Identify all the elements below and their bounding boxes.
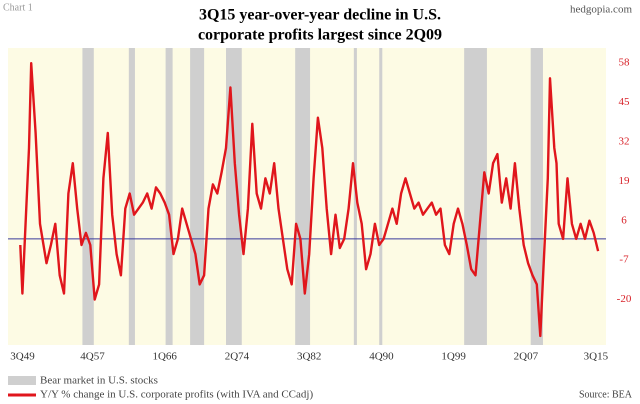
bear-band xyxy=(165,48,173,345)
x-tick-label: 3Q82 xyxy=(297,351,321,363)
x-tick-label: 1Q66 xyxy=(152,351,177,363)
legend-label: Y/Y % change in U.S. corporate profits (… xyxy=(40,389,313,401)
bear-band xyxy=(190,48,205,345)
plot-area: 58 45 32 19 6 -7 -20 3Q49 4Q57 1Q66 2Q74 3Q82 4Q90 1Q… xyxy=(8,48,632,363)
y-tick-label: 45 xyxy=(619,96,631,108)
y-tick-label: 19 xyxy=(619,175,631,187)
corner-label: Chart 1 xyxy=(3,2,33,13)
x-tick-label: 4Q90 xyxy=(369,351,394,363)
y-tick-label: -7 xyxy=(619,254,629,266)
chart-title: corporate profits largest since 2Q09 xyxy=(198,27,442,44)
bear-band xyxy=(353,48,357,345)
x-tick-label: 4Q57 xyxy=(80,351,105,363)
y-tick-label: 6 xyxy=(621,214,627,226)
bear-band xyxy=(128,48,135,345)
series-line xyxy=(19,62,600,338)
legend-swatch xyxy=(8,376,36,385)
bear-band xyxy=(226,48,242,345)
y-tick-label: 32 xyxy=(619,135,630,147)
source: Source: BEA xyxy=(579,389,633,400)
y-tick-label: -20 xyxy=(617,293,632,305)
x-tick-label: 3Q49 xyxy=(10,351,35,363)
bear-band xyxy=(464,48,487,345)
bear-band xyxy=(379,48,383,345)
x-tick-label: 3Q15 xyxy=(584,351,609,363)
bear-band xyxy=(530,48,543,345)
x-tick-label: 2Q07 xyxy=(514,351,539,363)
x-tick-label: 2Q74 xyxy=(225,351,250,363)
bear-band xyxy=(295,48,311,345)
chart-title: 3Q15 year-over-year decline in U.S. xyxy=(199,7,441,24)
legend-label: Bear market in U.S. stocks xyxy=(40,375,158,387)
watermark: hedgopia.com xyxy=(570,4,632,16)
bear-band xyxy=(82,48,94,345)
x-tick-label: 1Q99 xyxy=(441,351,466,363)
y-tick-label: 58 xyxy=(619,57,631,69)
